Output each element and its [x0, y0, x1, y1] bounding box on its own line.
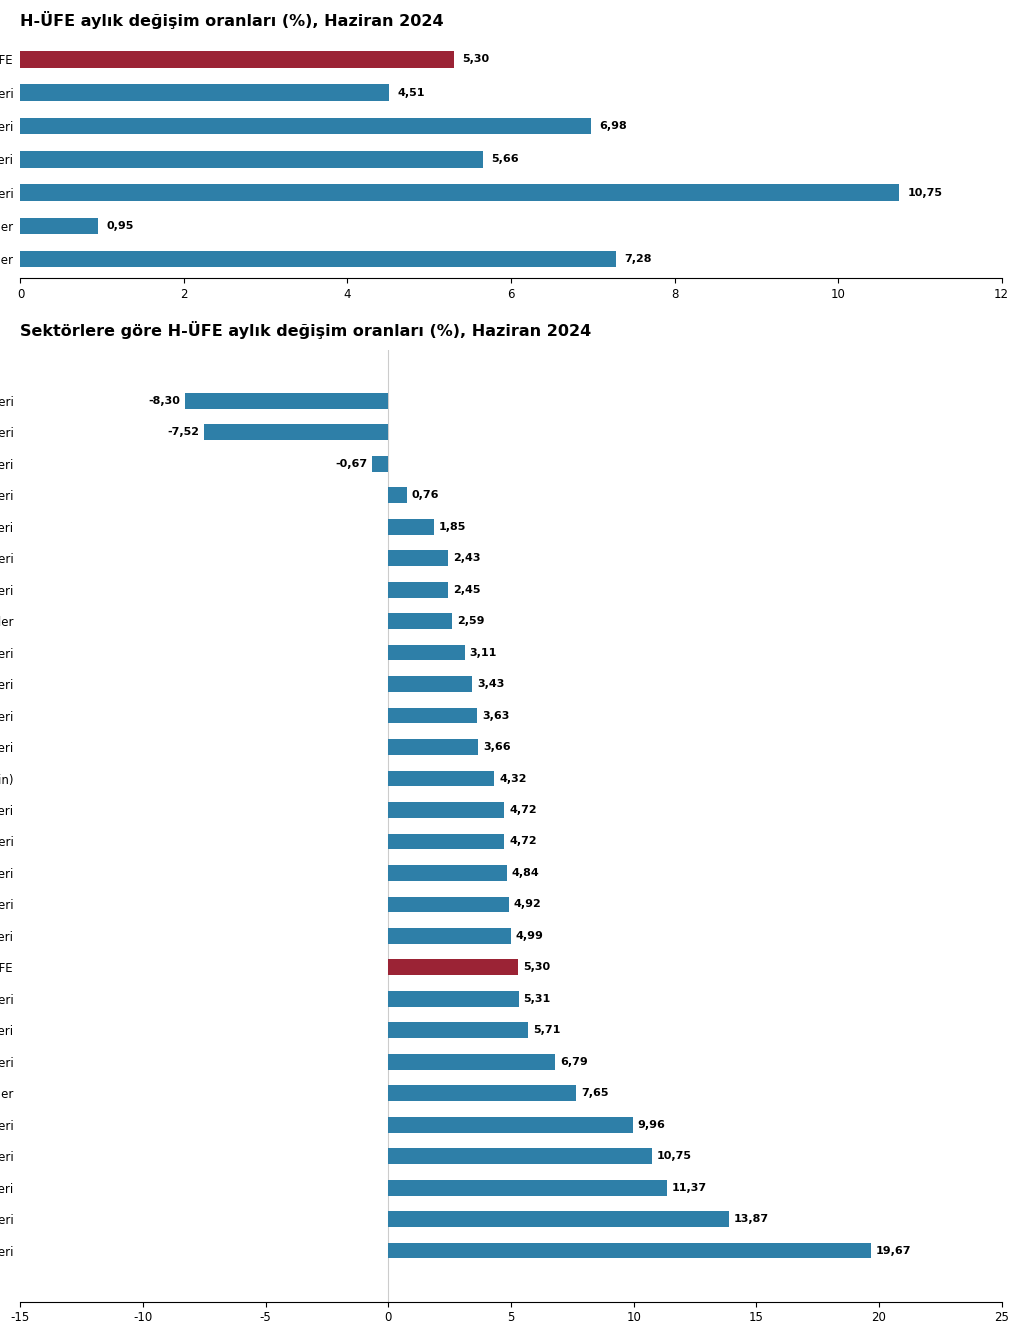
Bar — [388, 833, 504, 849]
Bar — [20, 118, 591, 134]
Text: 4,92: 4,92 — [514, 899, 542, 910]
Text: -0,67: -0,67 — [335, 459, 367, 468]
Text: 2,59: 2,59 — [457, 616, 484, 627]
Bar — [388, 803, 504, 817]
Bar — [388, 990, 518, 1006]
Bar — [388, 644, 465, 660]
Bar — [388, 582, 449, 597]
Text: 0,95: 0,95 — [106, 221, 134, 231]
Bar — [388, 1053, 555, 1070]
Text: 5,71: 5,71 — [533, 1025, 561, 1035]
Text: 13,87: 13,87 — [734, 1215, 769, 1224]
Bar — [388, 676, 472, 692]
Text: 1,85: 1,85 — [438, 522, 466, 531]
Bar — [388, 929, 511, 943]
Text: 10,75: 10,75 — [908, 188, 942, 197]
Text: 3,43: 3,43 — [477, 679, 505, 688]
Text: 3,63: 3,63 — [482, 710, 510, 721]
Text: 2,45: 2,45 — [454, 585, 481, 595]
Bar — [388, 1086, 576, 1100]
Bar — [388, 1180, 667, 1196]
Bar — [20, 150, 483, 168]
Bar — [388, 487, 407, 503]
Text: 11,37: 11,37 — [672, 1182, 707, 1193]
Bar — [388, 1149, 652, 1164]
Text: 6,79: 6,79 — [560, 1056, 588, 1067]
Bar — [20, 217, 98, 234]
Text: 6,98: 6,98 — [599, 121, 628, 132]
Text: 4,99: 4,99 — [516, 931, 544, 941]
Text: 4,72: 4,72 — [509, 805, 537, 815]
Bar — [388, 1023, 528, 1039]
Text: 9,96: 9,96 — [638, 1119, 665, 1130]
Bar — [388, 1243, 871, 1259]
Text: 4,72: 4,72 — [509, 836, 537, 847]
Text: 2,43: 2,43 — [453, 553, 480, 564]
Text: 4,32: 4,32 — [499, 773, 526, 784]
Bar — [204, 424, 388, 440]
Text: 4,51: 4,51 — [398, 87, 425, 98]
Text: 0,76: 0,76 — [412, 490, 439, 501]
Text: 5,66: 5,66 — [492, 154, 519, 164]
Text: 5,30: 5,30 — [462, 55, 490, 64]
Bar — [388, 1117, 633, 1133]
Text: -8,30: -8,30 — [148, 396, 180, 405]
Bar — [185, 393, 388, 409]
Text: 10,75: 10,75 — [657, 1151, 692, 1161]
Text: 19,67: 19,67 — [876, 1245, 912, 1256]
Bar — [372, 456, 388, 471]
Text: 5,31: 5,31 — [523, 994, 551, 1004]
Text: H-ÜFE aylık değişim oranları (%), Haziran 2024: H-ÜFE aylık değişim oranları (%), Hazira… — [20, 11, 445, 30]
Bar — [388, 866, 507, 880]
Text: 5,30: 5,30 — [523, 962, 551, 973]
Bar — [388, 707, 477, 723]
Text: 4,84: 4,84 — [512, 868, 540, 878]
Text: 3,11: 3,11 — [469, 648, 497, 658]
Text: 7,28: 7,28 — [623, 254, 651, 264]
Bar — [388, 1212, 729, 1227]
Bar — [388, 550, 448, 566]
Bar — [388, 896, 509, 913]
Text: -7,52: -7,52 — [167, 427, 199, 437]
Bar — [388, 960, 518, 976]
Text: Sektörlere göre H-ÜFE aylık değişim oranları (%), Haziran 2024: Sektörlere göre H-ÜFE aylık değişim oran… — [20, 321, 592, 338]
Bar — [20, 85, 389, 101]
Text: 7,65: 7,65 — [580, 1088, 608, 1098]
Text: 3,66: 3,66 — [483, 742, 511, 752]
Bar — [388, 739, 478, 756]
Bar — [388, 519, 433, 534]
Bar — [388, 613, 452, 629]
Bar — [20, 184, 899, 201]
Bar — [388, 770, 495, 786]
Bar — [20, 251, 615, 267]
Bar — [20, 51, 454, 67]
